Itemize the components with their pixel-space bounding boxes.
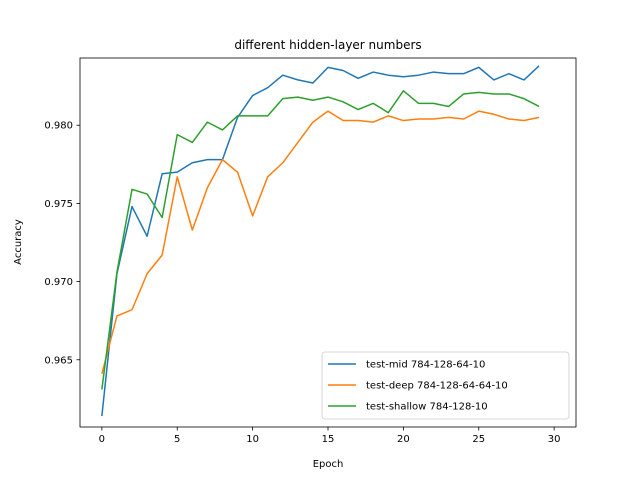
legend-label: test-mid 784-128-64-10	[366, 360, 485, 371]
x-tick-label: 30	[548, 434, 561, 445]
y-tick-label: 0.980	[44, 121, 73, 132]
series-line-2	[101, 90, 540, 390]
legend-box	[321, 351, 570, 420]
x-tick-label: 10	[246, 434, 259, 445]
plot-area	[101, 65, 540, 417]
y-axis: 0.965 0.970 0.975 0.980	[44, 121, 80, 366]
y-tick-label: 0.970	[44, 277, 73, 288]
legend: test-mid 784-128-64-10 test-deep 784-128-…	[321, 351, 570, 420]
x-tick-label: 25	[472, 434, 485, 445]
legend-label: test-shallow 784-128-10	[366, 402, 488, 413]
x-tick-label: 20	[397, 434, 410, 445]
chart-title: different hidden-layer numbers	[234, 38, 421, 52]
x-axis: 0 5 10 15 20 25 30	[99, 427, 561, 445]
x-axis-label: Epoch	[313, 459, 344, 470]
x-tick-label: 0	[99, 434, 105, 445]
x-tick-label: 5	[174, 434, 180, 445]
y-tick-label: 0.965	[44, 355, 73, 366]
y-tick-label: 0.975	[44, 199, 73, 210]
y-axis-label: Accuracy	[13, 219, 24, 265]
legend-label: test-deep 784-128-64-64-10	[366, 381, 508, 392]
x-tick-label: 15	[322, 434, 335, 445]
series-line-0	[101, 65, 540, 417]
series-line-1	[101, 110, 540, 375]
